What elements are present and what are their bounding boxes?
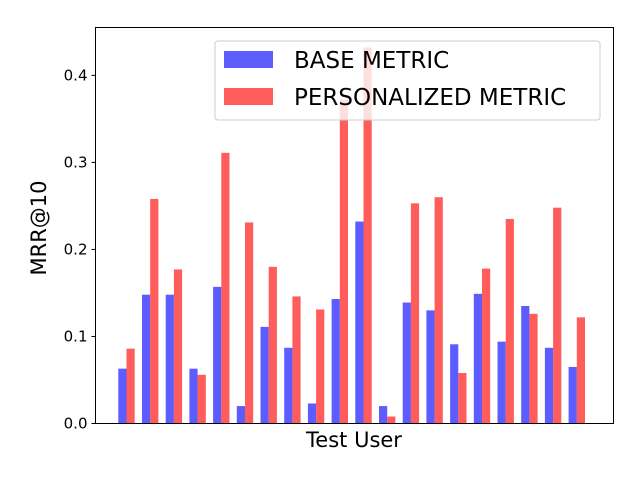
legend: BASE METRIC PERSONALIZED METRIC — [214, 40, 601, 121]
base-metric-bar-1 — [118, 368, 127, 424]
y-axis-label: MRR@10 — [27, 180, 51, 275]
personalized-metric-bar-4 — [197, 374, 206, 424]
base-metric-bar-7 — [260, 326, 269, 424]
y-tick-label: 0.0 — [64, 415, 88, 433]
personalized-metric-bar-17 — [505, 218, 514, 424]
personalized-metric-bar-5 — [221, 152, 230, 424]
personalized-metric-bar-8 — [292, 296, 301, 424]
base-metric-bar-2 — [142, 294, 151, 424]
legend-box — [214, 40, 601, 121]
y-tick-label: 0.3 — [64, 153, 88, 171]
personalized-metric-bar-11 — [363, 47, 372, 424]
personalized-metric-bar-14 — [434, 197, 443, 424]
base-metric-bar-13 — [402, 302, 411, 424]
personalized-metric-bar-18 — [529, 313, 538, 424]
personalized-metric-bar-2 — [150, 198, 159, 424]
personalized-metric-bar-19 — [553, 207, 562, 424]
personalized-metric-bar-12 — [387, 416, 396, 424]
bars-group — [118, 47, 585, 424]
personalized-metric-bar-15 — [458, 373, 467, 424]
base-metric-bar-18 — [521, 306, 530, 424]
personalized-metric-bar-20 — [576, 317, 585, 424]
base-metric-bar-12 — [379, 406, 388, 424]
base-metric-bar-17 — [497, 341, 506, 424]
personalized-metric-bar-9 — [316, 309, 325, 424]
legend-label-base: BASE METRIC — [294, 48, 449, 74]
base-metric-bar-6 — [236, 406, 245, 424]
base-metric-bar-5 — [213, 286, 222, 424]
legend-label-personalized: PERSONALIZED METRIC — [294, 85, 566, 111]
base-metric-bar-16 — [473, 293, 482, 424]
personalized-metric-bar-1 — [126, 348, 135, 424]
personalized-metric-bar-16 — [482, 268, 491, 424]
base-metric-bar-14 — [426, 310, 435, 424]
base-metric-bar-4 — [189, 368, 198, 424]
base-metric-bar-19 — [544, 347, 554, 424]
plot-frame — [95, 27, 614, 424]
legend-swatch-base — [224, 51, 273, 68]
x-axis-label: Test User — [305, 428, 402, 452]
personalized-metric-bar-6 — [245, 222, 254, 424]
base-metric-bar-8 — [284, 347, 293, 424]
y-tick-label: 0.1 — [64, 327, 88, 345]
y-axis: 0.0 0.1 0.2 0.3 0.4 — [64, 66, 96, 433]
personalized-metric-bar-10 — [339, 99, 348, 424]
y-tick-label: 0.2 — [64, 240, 88, 258]
base-metric-bar-20 — [568, 366, 577, 424]
y-tick-label: 0.4 — [64, 66, 88, 84]
personalized-metric-bar-3 — [173, 269, 183, 424]
personalized-metric-bar-13 — [410, 203, 420, 424]
personalized-metric-bar-7 — [268, 266, 277, 424]
base-metric-bar-10 — [331, 299, 340, 424]
base-metric-bar-15 — [450, 344, 459, 424]
legend-swatch-personalized — [224, 88, 273, 105]
base-metric-bar-3 — [165, 294, 174, 424]
base-metric-bar-9 — [307, 403, 317, 424]
base-metric-bar-11 — [355, 221, 364, 424]
